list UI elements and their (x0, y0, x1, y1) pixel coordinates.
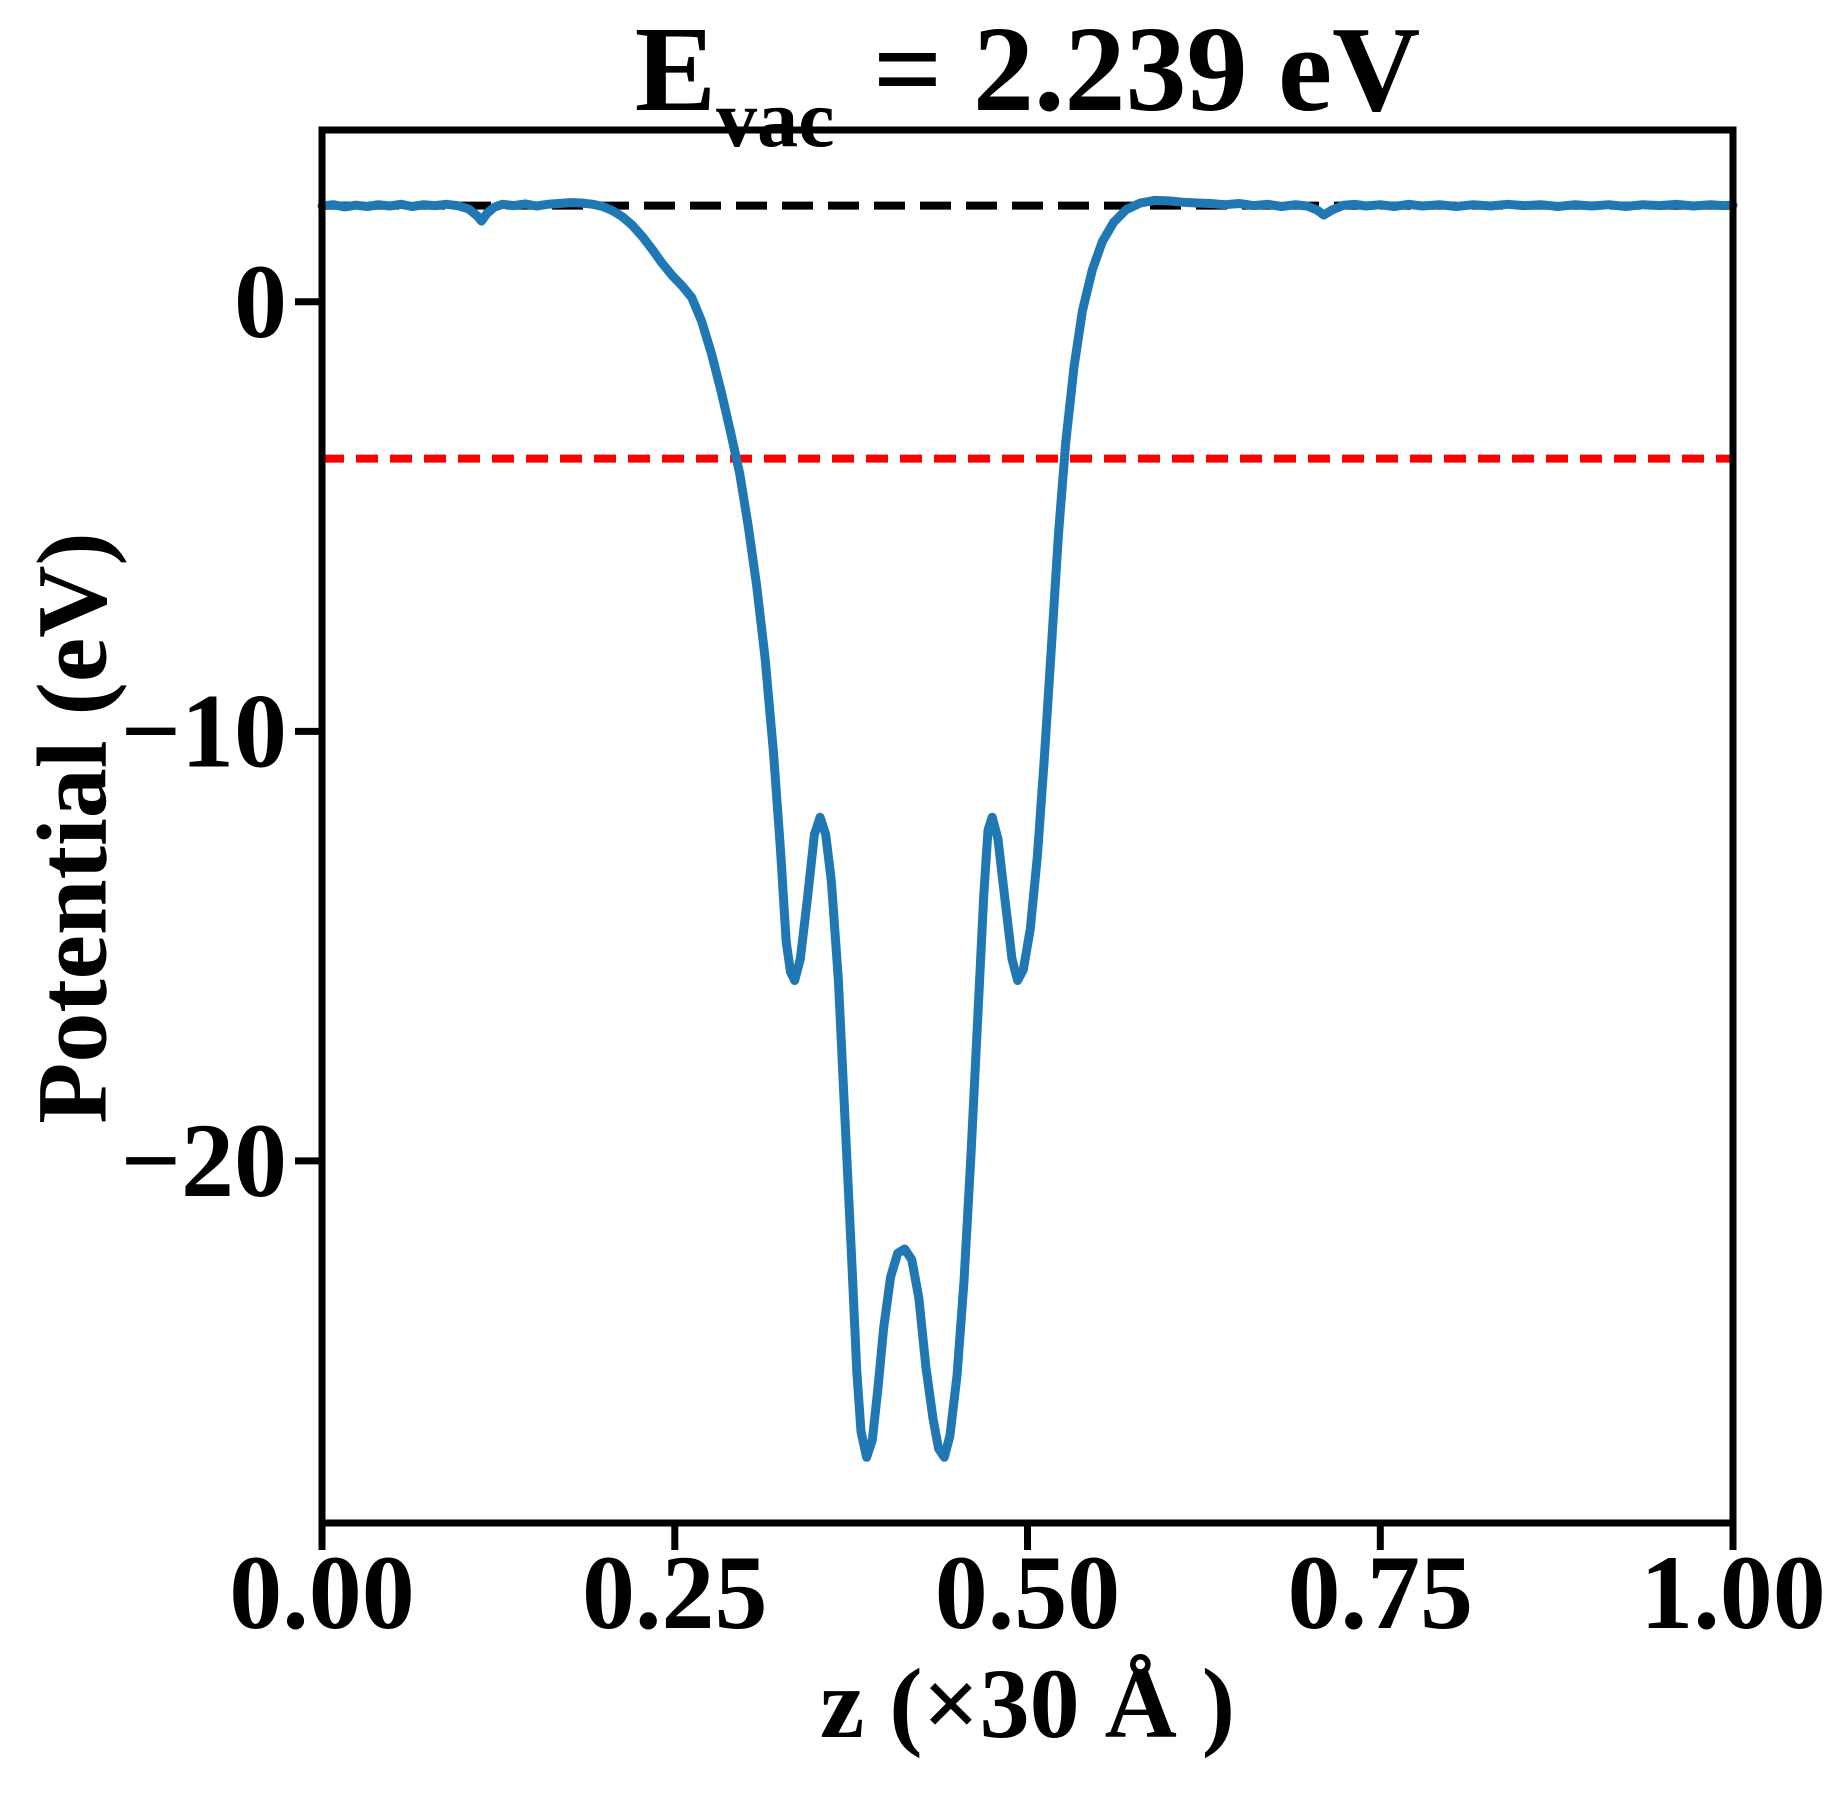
x-tick-label: 0.75 (1288, 1534, 1474, 1651)
planar-average-potential-curve (317, 195, 1738, 1462)
x-tick-label: 0.00 (229, 1534, 415, 1651)
x-tick-label: 0.50 (935, 1534, 1121, 1651)
title-evac-symbol: E (634, 2, 717, 137)
title-evac-subscript: vac (716, 73, 835, 164)
y-tick-label: −20 (121, 1102, 287, 1219)
x-axis-label: z (×30 Å ) (819, 1648, 1236, 1759)
y-axis-label: Potential (eV) (16, 532, 128, 1124)
x-tick-label: 1.00 (1640, 1534, 1826, 1651)
plot-border (318, 126, 1737, 1527)
y-tick-label: −10 (121, 672, 287, 789)
title-value-text: = 2.239 eV (842, 2, 1421, 137)
x-tick-label: 0.25 (582, 1534, 768, 1651)
plot-title: Evac = 2.239 eV (322, 0, 1733, 166)
y-tick-label: 0 (234, 243, 287, 360)
